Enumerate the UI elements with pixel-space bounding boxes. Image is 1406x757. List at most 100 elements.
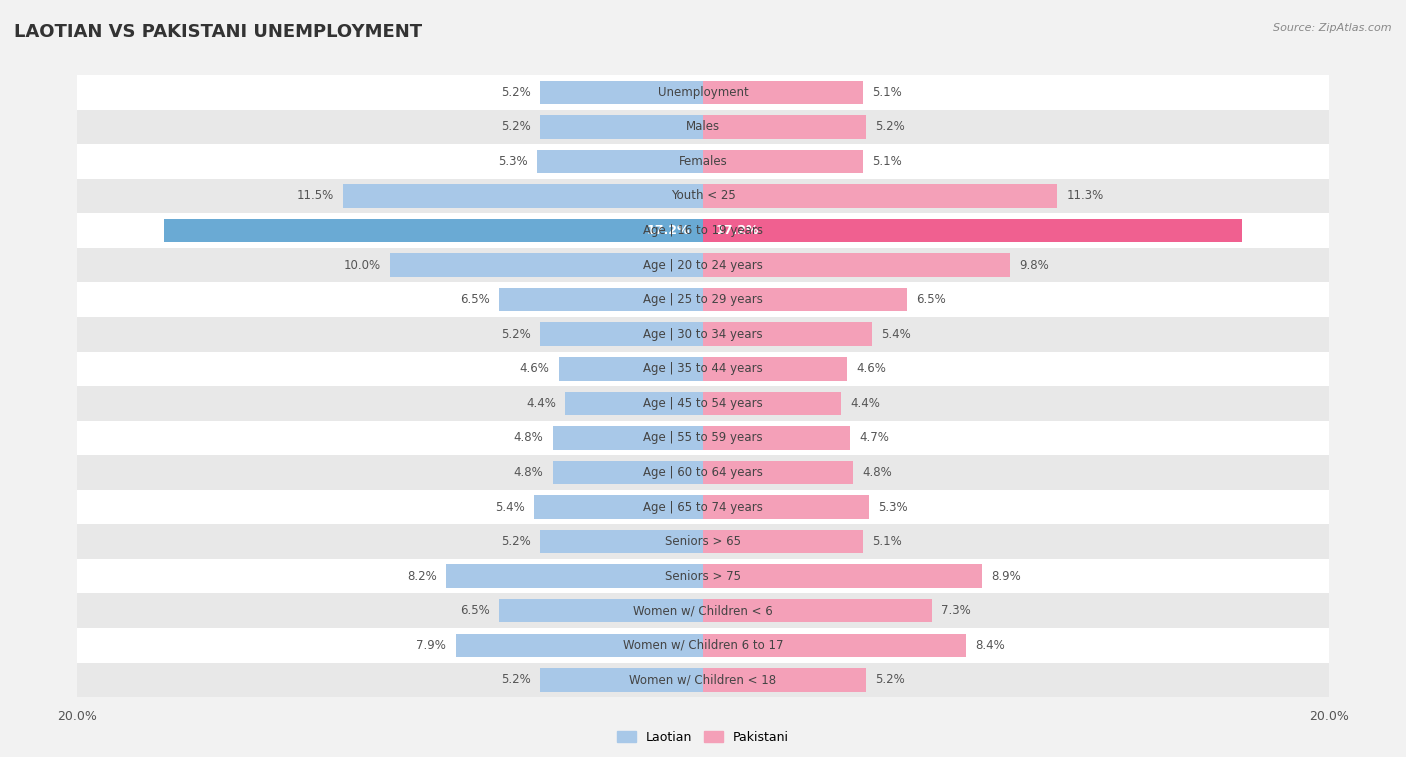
Text: Source: ZipAtlas.com: Source: ZipAtlas.com: [1274, 23, 1392, 33]
Text: 5.2%: 5.2%: [875, 673, 905, 687]
Text: 5.1%: 5.1%: [872, 535, 901, 548]
Bar: [77, 282, 1329, 317]
Bar: [77, 179, 1329, 213]
Bar: [77, 421, 1329, 455]
Legend: Laotian, Pakistani: Laotian, Pakistani: [612, 726, 794, 749]
Bar: [703, 599, 932, 622]
Text: 4.6%: 4.6%: [856, 363, 886, 375]
Bar: [77, 248, 1329, 282]
Text: 5.2%: 5.2%: [501, 535, 531, 548]
Text: 4.7%: 4.7%: [859, 431, 890, 444]
Bar: [77, 455, 1329, 490]
Bar: [77, 525, 1329, 559]
Text: 5.1%: 5.1%: [872, 86, 901, 99]
Text: 5.4%: 5.4%: [495, 500, 524, 513]
Bar: [456, 634, 703, 657]
Bar: [499, 599, 703, 622]
Text: 4.8%: 4.8%: [863, 466, 893, 479]
Bar: [499, 288, 703, 311]
Text: 4.8%: 4.8%: [513, 466, 543, 479]
Text: Females: Females: [679, 155, 727, 168]
Bar: [77, 213, 1329, 248]
Text: Age | 35 to 44 years: Age | 35 to 44 years: [643, 363, 763, 375]
Text: Seniors > 65: Seniors > 65: [665, 535, 741, 548]
Bar: [77, 386, 1329, 421]
Text: 7.9%: 7.9%: [416, 639, 446, 652]
Text: 5.1%: 5.1%: [872, 155, 901, 168]
Bar: [77, 559, 1329, 593]
Text: Women w/ Children < 6: Women w/ Children < 6: [633, 604, 773, 617]
Bar: [77, 628, 1329, 662]
Bar: [703, 115, 866, 139]
Bar: [703, 565, 981, 588]
Bar: [540, 115, 703, 139]
Bar: [703, 461, 853, 484]
Bar: [540, 668, 703, 692]
Text: 6.5%: 6.5%: [915, 293, 946, 306]
Bar: [446, 565, 703, 588]
Bar: [703, 495, 869, 519]
Bar: [77, 662, 1329, 697]
Text: 4.4%: 4.4%: [851, 397, 880, 410]
Bar: [703, 668, 866, 692]
Bar: [703, 357, 846, 381]
Text: 8.2%: 8.2%: [408, 570, 437, 583]
Bar: [540, 322, 703, 346]
Text: 6.5%: 6.5%: [460, 604, 491, 617]
Text: Seniors > 75: Seniors > 75: [665, 570, 741, 583]
Bar: [343, 184, 703, 207]
Text: Women w/ Children 6 to 17: Women w/ Children 6 to 17: [623, 639, 783, 652]
Text: 4.8%: 4.8%: [513, 431, 543, 444]
Bar: [703, 254, 1010, 277]
Text: Males: Males: [686, 120, 720, 133]
Bar: [565, 391, 703, 415]
Bar: [77, 351, 1329, 386]
Bar: [703, 391, 841, 415]
Text: Women w/ Children < 18: Women w/ Children < 18: [630, 673, 776, 687]
Text: 5.2%: 5.2%: [875, 120, 905, 133]
Bar: [77, 110, 1329, 144]
Bar: [77, 490, 1329, 525]
Text: 4.6%: 4.6%: [520, 363, 550, 375]
Bar: [703, 322, 872, 346]
Text: Age | 30 to 34 years: Age | 30 to 34 years: [643, 328, 763, 341]
Text: 6.5%: 6.5%: [460, 293, 491, 306]
Text: 8.4%: 8.4%: [976, 639, 1005, 652]
Bar: [389, 254, 703, 277]
Bar: [703, 150, 863, 173]
Bar: [703, 184, 1057, 207]
Text: 5.2%: 5.2%: [501, 328, 531, 341]
Bar: [703, 288, 907, 311]
Bar: [77, 144, 1329, 179]
Text: 11.5%: 11.5%: [297, 189, 333, 202]
Text: Age | 60 to 64 years: Age | 60 to 64 years: [643, 466, 763, 479]
Text: 5.2%: 5.2%: [501, 673, 531, 687]
Text: 4.4%: 4.4%: [526, 397, 555, 410]
Text: Age | 55 to 59 years: Age | 55 to 59 years: [643, 431, 763, 444]
Text: 5.3%: 5.3%: [498, 155, 527, 168]
Bar: [703, 219, 1241, 242]
Bar: [703, 80, 863, 104]
Bar: [553, 426, 703, 450]
Bar: [703, 426, 851, 450]
Bar: [553, 461, 703, 484]
Bar: [77, 317, 1329, 351]
Bar: [537, 150, 703, 173]
Text: 5.2%: 5.2%: [501, 86, 531, 99]
Text: Unemployment: Unemployment: [658, 86, 748, 99]
Bar: [703, 530, 863, 553]
Text: 5.4%: 5.4%: [882, 328, 911, 341]
Text: 5.2%: 5.2%: [501, 120, 531, 133]
Text: 8.9%: 8.9%: [991, 570, 1021, 583]
Bar: [77, 75, 1329, 110]
Text: 17.2%: 17.2%: [716, 224, 759, 237]
Bar: [165, 219, 703, 242]
Text: Youth < 25: Youth < 25: [671, 189, 735, 202]
Bar: [540, 530, 703, 553]
Text: Age | 45 to 54 years: Age | 45 to 54 years: [643, 397, 763, 410]
Bar: [77, 593, 1329, 628]
Text: Age | 20 to 24 years: Age | 20 to 24 years: [643, 259, 763, 272]
Text: 11.3%: 11.3%: [1066, 189, 1104, 202]
Bar: [534, 495, 703, 519]
Text: 17.2%: 17.2%: [647, 224, 690, 237]
